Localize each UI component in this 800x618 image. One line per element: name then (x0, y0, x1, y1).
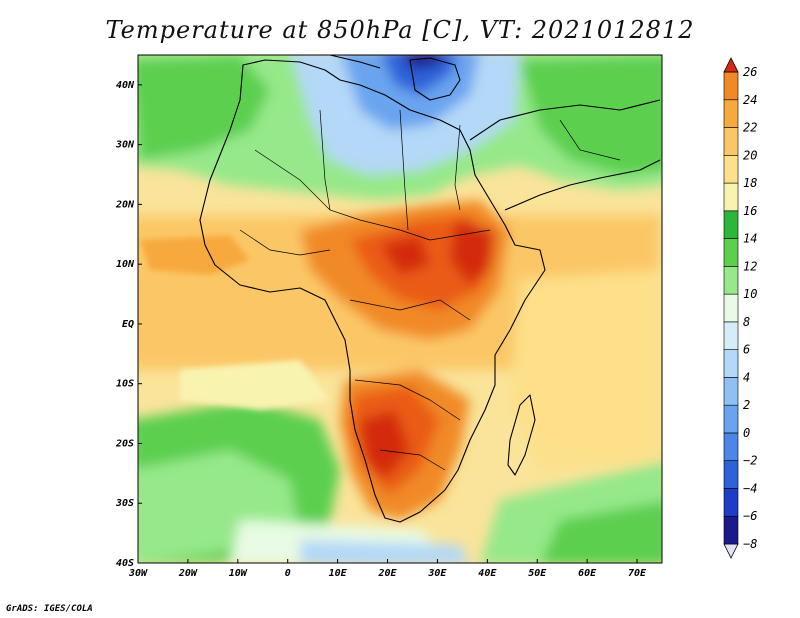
map-frame (137, 54, 663, 564)
lon-tick-label: 0 (285, 568, 291, 579)
lat-tick-label: 20N (115, 199, 135, 210)
lat-tick-label: 10S (116, 379, 134, 390)
country-borders (239, 109, 621, 471)
longitude-ticks: 30W 20W 10W 0 10E 20E 30E 40E 50E 60E 70E (128, 559, 647, 579)
colorbar-level-label: 16 (743, 204, 757, 218)
colorbar-level-label: 12 (743, 259, 757, 273)
lat-tick-label: 30S (115, 498, 134, 509)
lon-tick-label: 20W (178, 568, 198, 579)
lat-tick-label: 40S (116, 558, 134, 569)
lat-tick-label: EQ (122, 319, 134, 330)
colorbar-swatch (723, 377, 739, 406)
colorbar-level-label: 4 (743, 370, 750, 384)
lat-tick-label: 30N (115, 140, 135, 151)
colorbar-level-label: −2 (743, 454, 757, 468)
colorbar-swatch (723, 432, 739, 462)
lon-tick-label: 40E (478, 568, 497, 579)
colorbar-level-label: 14 (743, 232, 757, 246)
colorbar-swatch (723, 127, 739, 156)
colorbar-level-label: 0 (743, 426, 750, 440)
colorbar-swatch (723, 99, 739, 128)
colorbar-level-label: −4 (743, 481, 757, 495)
colorbar-level-label: 8 (743, 315, 750, 329)
colorbar-level-label: −8 (743, 537, 757, 551)
colorbar-over-triangle (723, 57, 739, 73)
colorbar-swatch (723, 404, 739, 434)
colorbar-level-label: 22 (743, 121, 757, 135)
lat-tick-label: 10N (116, 259, 135, 270)
lon-tick-label: 20E (377, 568, 397, 579)
temperature-field (138, 55, 662, 563)
colorbar-level-label: 24 (743, 93, 757, 107)
lat-tick-label: 40N (116, 80, 135, 91)
lon-tick-label: 60E (578, 568, 597, 579)
map-title: Temperature at 850hPa [C], VT: 202101281… (105, 16, 695, 44)
colorbar-level-label: 20 (743, 148, 757, 162)
colorbar-swatch (723, 349, 739, 378)
lon-tick-label: 10W (229, 568, 248, 579)
lon-tick-label: 10E (329, 568, 348, 579)
colorbar-level-label: 18 (743, 176, 757, 190)
colorbar-swatch (723, 293, 739, 323)
colorbar-level-label: 6 (743, 343, 750, 357)
colorbar-swatch (723, 266, 739, 295)
colorbar-swatch (723, 321, 739, 350)
colorbar-level-label: 10 (743, 287, 757, 301)
lon-tick-label: 50E (528, 568, 547, 579)
colorbar-level-label: −6 (743, 509, 757, 523)
colorbar-swatch (723, 71, 739, 101)
colorbar-swatch (723, 488, 739, 517)
lon-tick-label: 30W (128, 568, 148, 579)
latitude-ticks: 40N 30N 20N 10N EQ 10S 20S 30S 40S (115, 80, 142, 569)
colorbar-swatch (723, 154, 739, 184)
coastlines (199, 55, 661, 523)
grads-credit: GrADS: IGES/COLA (6, 604, 93, 614)
colorbar-swatch (723, 460, 739, 489)
colorbar-level-label: 26 (743, 65, 757, 79)
colorbar-under-triangle (723, 543, 739, 559)
lon-tick-label: 30E (427, 568, 447, 579)
colorbar-swatch (723, 182, 739, 212)
lon-tick-label: 70E (628, 568, 647, 579)
colorbar-swatch (723, 210, 739, 239)
colorbar-swatch (723, 515, 739, 545)
colorbar-level-label: 2 (743, 398, 750, 412)
lat-tick-label: 20S (115, 438, 134, 449)
colorbar-swatch (723, 238, 739, 267)
